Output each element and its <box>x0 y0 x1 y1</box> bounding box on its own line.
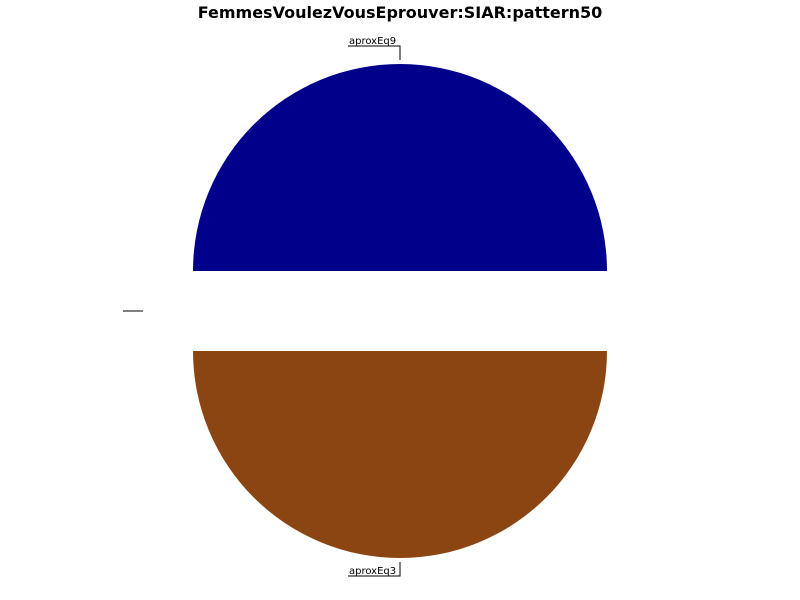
label-leader-line <box>348 45 401 60</box>
slice-aproxEq3 <box>193 351 607 558</box>
chart-title: FemmesVoulezVousEprouver:SIAR:pattern50 <box>198 3 603 22</box>
pie-slices <box>193 64 607 558</box>
label-leader-line <box>348 562 401 577</box>
slice-labels: aproxEq3 aproxEq9 <box>123 36 401 577</box>
slice-label: aproxEq9 <box>349 36 396 47</box>
slice-aproxEq9 <box>193 64 607 271</box>
slice-label: aproxEq3 <box>349 566 396 577</box>
